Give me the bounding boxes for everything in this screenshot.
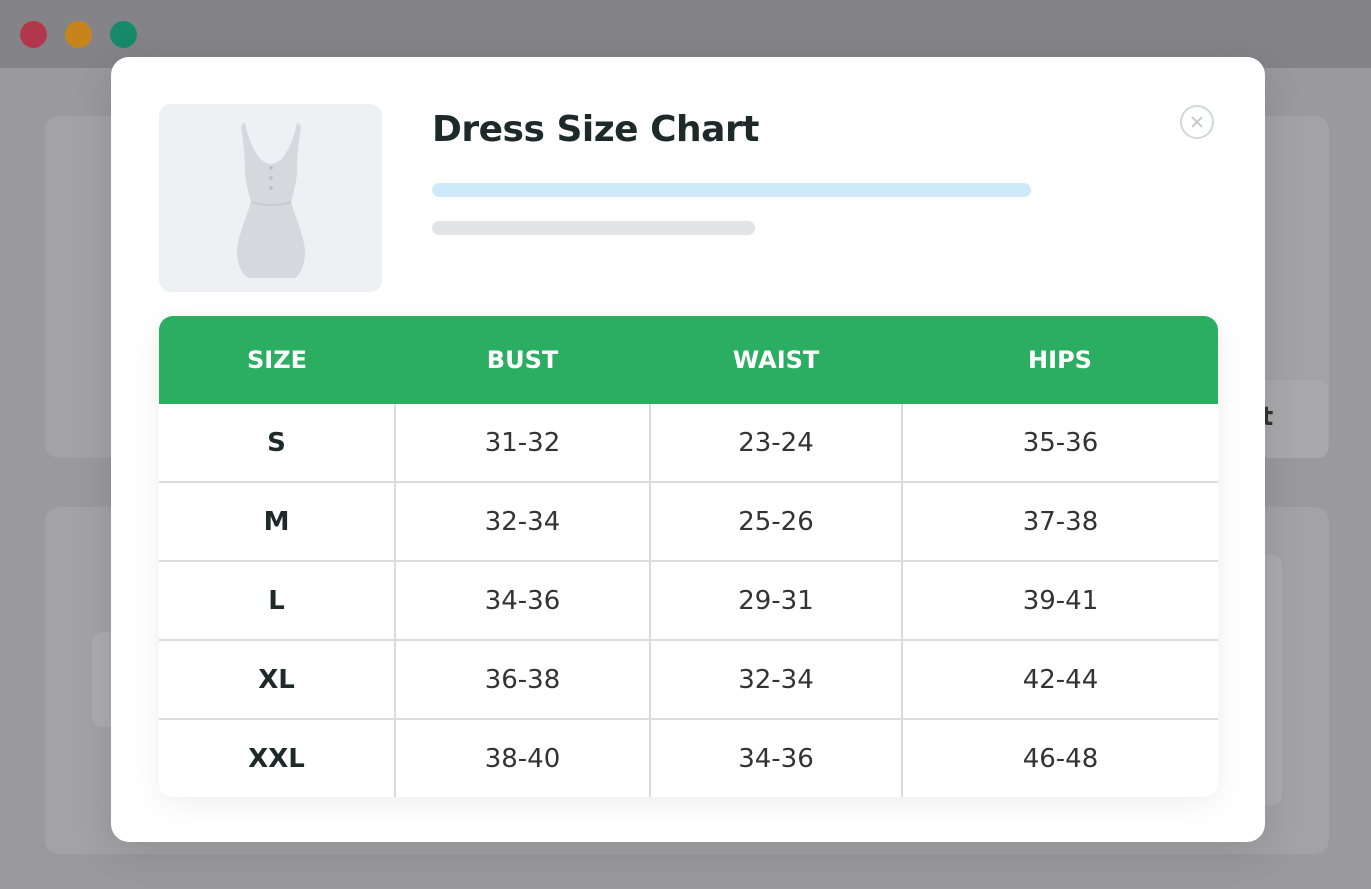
- bust-cell: 36-38: [395, 639, 651, 719]
- table-row: XL 36-38 32-34 42-44: [159, 639, 1218, 719]
- size-chart-table: SIZE BUST WAIST HIPS S 31-32 23-24 35-36…: [159, 316, 1218, 797]
- size-cell: XL: [159, 639, 396, 719]
- close-icon[interactable]: [1180, 105, 1214, 139]
- dress-icon: [237, 122, 305, 278]
- column-header-waist: WAIST: [650, 316, 902, 404]
- waist-cell: 34-36: [650, 718, 903, 797]
- column-header-bust: BUST: [395, 316, 650, 404]
- window-close-button[interactable]: [20, 21, 47, 48]
- hips-cell: 37-38: [902, 481, 1218, 561]
- size-chart-modal: Dress Size Chart SIZE BUST WAIST HIPS S …: [111, 57, 1265, 842]
- modal-title: Dress Size Chart: [432, 109, 759, 150]
- hips-cell: 35-36: [1022, 427, 1099, 458]
- window-titlebar: [0, 0, 1371, 68]
- size-cell: L: [159, 560, 396, 640]
- bust-cell: 32-34: [395, 481, 651, 561]
- hips-cell: 39-41: [902, 560, 1218, 640]
- column-header-size: SIZE: [159, 316, 395, 404]
- hips-cell: 46-48: [902, 718, 1218, 797]
- table-row: XXL 38-40 34-36 46-48: [159, 718, 1218, 797]
- table-row: L 34-36 29-31 39-41: [159, 560, 1218, 640]
- bust-cell: 34-36: [395, 560, 651, 640]
- hips-cell: 42-44: [902, 639, 1218, 719]
- waist-cell: 25-26: [650, 481, 903, 561]
- window-minimize-button[interactable]: [65, 21, 92, 48]
- table-header-row: SIZE BUST WAIST HIPS: [159, 316, 1218, 404]
- waist-cell: 29-31: [650, 560, 903, 640]
- size-cell: M: [159, 481, 396, 561]
- size-cell: XXL: [159, 718, 396, 797]
- placeholder-line: [432, 221, 755, 235]
- product-thumbnail: [159, 104, 382, 292]
- waist-cell: 32-34: [650, 639, 903, 719]
- placeholder-line: [432, 183, 1031, 197]
- table-row: S 31-32 23-24 35-36: [159, 404, 1218, 482]
- size-cell: S: [159, 404, 396, 482]
- bust-cell: 38-40: [395, 718, 651, 797]
- waist-cell: 23-24: [650, 404, 903, 482]
- column-header-hips: HIPS: [902, 316, 1218, 404]
- bust-cell: 31-32: [395, 404, 651, 482]
- window-maximize-button[interactable]: [110, 21, 137, 48]
- table-row: M 32-34 25-26 37-38: [159, 481, 1218, 561]
